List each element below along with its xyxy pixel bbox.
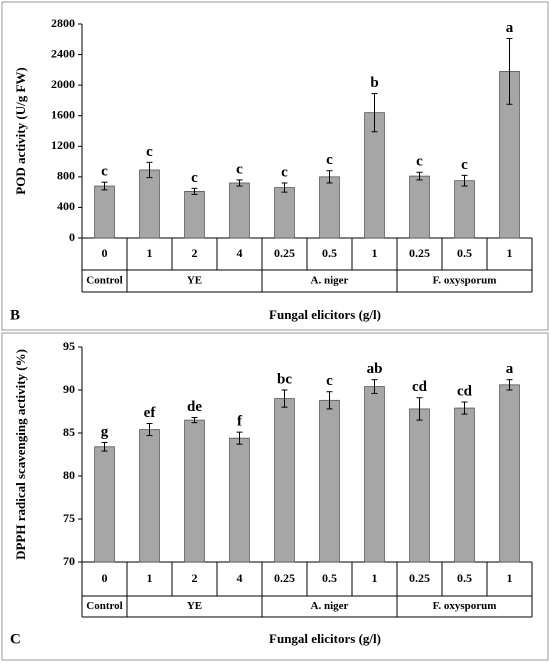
x-tick-label: 0.5 [322, 571, 337, 585]
significance-letter: c [236, 161, 243, 177]
bar [499, 384, 520, 563]
y-tick-label: 1200 [51, 138, 75, 152]
bar [229, 182, 250, 239]
y-tick-label: 400 [57, 199, 75, 213]
significance-letter: ab [367, 361, 383, 377]
panel-border [1, 1, 549, 331]
y-axis-label: POD activity (U/g FW) [13, 67, 28, 194]
panel-border [1, 332, 549, 661]
bar [139, 429, 160, 563]
significance-letter: c [101, 164, 108, 180]
x-tick-label: 1 [147, 571, 153, 585]
significance-letter: bc [277, 371, 292, 387]
x-tick-label: 0.5 [322, 246, 337, 260]
y-tick-label: 800 [57, 169, 75, 183]
bar [364, 386, 385, 563]
group-label: A. niger [311, 275, 349, 287]
x-axis-label: Fungal elicitors (g/l) [269, 631, 381, 646]
significance-letter: c [146, 144, 153, 160]
panel-label: C [10, 631, 21, 647]
significance-letter: ef [144, 405, 157, 421]
y-tick-label: 1600 [51, 107, 75, 121]
significance-letter: c [281, 164, 288, 180]
group-label: F. oxysporum [433, 600, 497, 612]
x-tick-label: 4 [237, 571, 243, 585]
bar [319, 399, 340, 563]
panel-label: B [10, 307, 20, 323]
significance-letter: c [326, 152, 333, 168]
bar [454, 180, 475, 239]
x-tick-label: 1 [507, 246, 513, 260]
y-tick-label: 95 [63, 339, 75, 353]
x-tick-label: 1 [372, 571, 378, 585]
significance-letter: a [506, 20, 514, 36]
significance-letter: de [187, 399, 202, 415]
bar [139, 169, 160, 239]
y-tick-label: 2800 [51, 16, 75, 30]
significance-letter: f [237, 414, 243, 430]
y-tick-label: 75 [63, 511, 75, 525]
x-tick-label: 2 [192, 571, 198, 585]
significance-letter: cd [412, 379, 428, 395]
group-label: YE [187, 275, 202, 287]
bar [94, 446, 115, 563]
x-tick-label: 0.5 [457, 571, 472, 585]
group-label: F. oxysporum [433, 275, 497, 287]
x-tick-label: 0.25 [409, 571, 430, 585]
group-label: Control [86, 275, 122, 287]
bar [409, 408, 430, 563]
significance-letter: b [370, 75, 378, 91]
significance-letter: c [416, 154, 423, 170]
bar [184, 419, 205, 563]
x-axis-label: Fungal elicitors (g/l) [269, 307, 381, 322]
x-tick-label: 4 [237, 246, 243, 260]
bar [319, 176, 340, 239]
x-tick-label: 0.5 [457, 246, 472, 260]
significance-letter: c [191, 170, 198, 186]
bar [274, 187, 295, 239]
x-tick-label: 0 [102, 571, 108, 585]
x-tick-label: 0.25 [274, 571, 295, 585]
y-tick-label: 2400 [51, 46, 75, 60]
bar [274, 398, 295, 563]
bar [409, 175, 430, 239]
significance-letter: c [326, 373, 333, 389]
bar [184, 190, 205, 239]
bar [229, 437, 250, 563]
significance-letter: c [461, 157, 468, 173]
x-tick-label: 0 [102, 246, 108, 260]
x-tick-label: 1 [372, 246, 378, 260]
significance-letter: cd [457, 383, 473, 399]
group-label: YE [187, 600, 202, 612]
x-tick-label: 2 [192, 246, 198, 260]
x-tick-label: 1 [507, 571, 513, 585]
y-tick-label: 80 [63, 468, 75, 482]
y-tick-label: 70 [63, 554, 75, 568]
y-tick-label: 85 [63, 425, 75, 439]
x-tick-label: 0.25 [409, 246, 430, 260]
significance-letter: a [506, 361, 514, 377]
x-tick-label: 0.25 [274, 246, 295, 260]
y-tick-label: 2000 [51, 77, 75, 91]
y-axis-label: DPPH radical scavenging activity (%) [13, 349, 28, 560]
significance-letter: g [101, 424, 109, 440]
group-label: A. niger [311, 600, 349, 612]
group-label: Control [86, 600, 122, 612]
bar [454, 407, 475, 563]
bar [94, 185, 115, 239]
y-tick-label: 0 [69, 230, 75, 244]
y-tick-label: 90 [63, 382, 75, 396]
x-tick-label: 1 [147, 246, 153, 260]
